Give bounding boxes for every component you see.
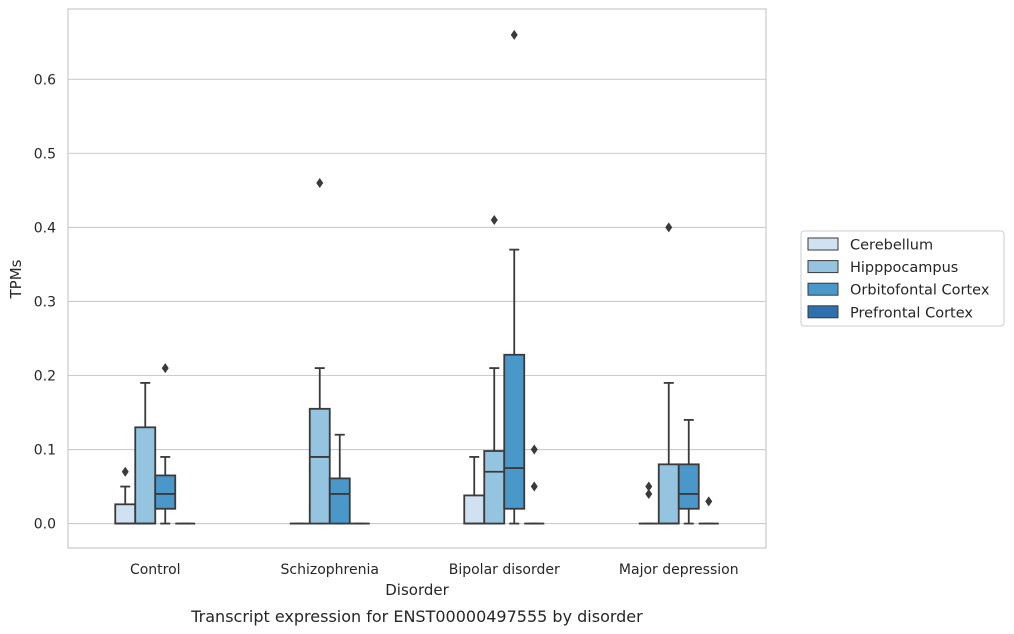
box-group	[503, 29, 526, 525]
outlier-point	[510, 29, 518, 40]
x-axis-label: Disorder	[385, 581, 449, 599]
box	[463, 494, 486, 525]
box-group	[638, 481, 659, 525]
outlier-point	[121, 466, 129, 477]
x-tick-label: Control	[130, 562, 181, 578]
y-tick-label: 0.4	[34, 220, 56, 236]
box	[328, 477, 351, 525]
y-tick-label: 0.5	[34, 146, 56, 162]
box-group	[463, 456, 486, 525]
legend-swatch	[807, 237, 839, 251]
y-tick-label: 0.1	[34, 443, 56, 459]
outlier-point	[490, 215, 498, 226]
x-tick-labels: Control Schizophrenia Bipolar disorder Majo…	[130, 562, 739, 578]
y-tick-label: 0.2	[34, 368, 56, 384]
legend-label: Cerebellum	[850, 238, 933, 254]
box	[134, 426, 157, 525]
box-group	[114, 466, 137, 525]
outlier-point	[645, 488, 653, 499]
chart-caption: Transcript expression for ENST0000049755…	[190, 607, 643, 626]
box-group	[657, 222, 680, 525]
legend-frame	[800, 230, 1005, 327]
box-layer	[114, 29, 719, 525]
box	[503, 353, 526, 510]
legend-swatch	[807, 305, 839, 319]
outlier-point	[530, 481, 538, 492]
y-tick-label: 0.6	[34, 72, 56, 88]
plot-area	[68, 9, 766, 548]
box-group	[677, 419, 700, 525]
legend-label: Orbitofontal Cortex	[850, 283, 990, 299]
box-group	[698, 496, 719, 525]
y-axis-label: TPMs	[7, 259, 25, 299]
y-tick-labels: 0.0 0.1 0.2 0.3 0.4 0.5 0.6	[34, 72, 56, 532]
box	[114, 503, 137, 525]
box-group	[524, 444, 545, 525]
x-tick-label: Bipolar disorder	[449, 562, 560, 578]
outlier-point	[705, 496, 713, 507]
box-group	[308, 177, 331, 525]
y-tick-label: 0.3	[34, 294, 56, 310]
box-group	[154, 363, 177, 525]
outlier-point	[316, 177, 324, 188]
outlier-point	[530, 444, 538, 455]
legend-label: Prefrontal Cortex	[850, 305, 973, 321]
y-tick-label: 0.0	[34, 517, 56, 533]
box	[483, 450, 506, 525]
outlier-point	[645, 481, 653, 492]
legend: Cerebellum Hipppocampus Orbitofontal Corte…	[800, 230, 1005, 327]
plot-frame	[67, 8, 767, 549]
legend-swatch	[807, 282, 839, 296]
box	[677, 463, 700, 510]
x-tick-label: Major depression	[619, 562, 739, 578]
box	[308, 407, 331, 525]
legend-items: Cerebellum Hipppocampus Orbitofontal Corte…	[807, 237, 990, 321]
outlier-point	[665, 222, 673, 233]
box	[657, 463, 680, 525]
x-tick-label: Schizophrenia	[281, 562, 379, 578]
box-group	[328, 433, 351, 525]
legend-swatch	[807, 260, 839, 274]
legend-label: Hipppocampus	[850, 260, 958, 276]
outlier-point	[161, 363, 169, 374]
box	[154, 474, 177, 510]
